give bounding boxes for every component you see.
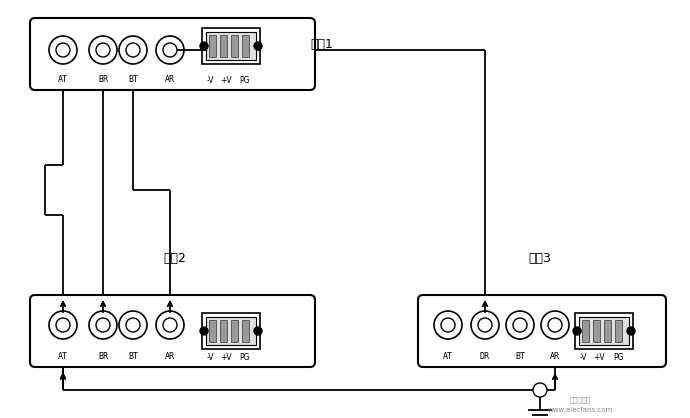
Circle shape xyxy=(126,318,140,332)
FancyBboxPatch shape xyxy=(30,18,315,90)
Circle shape xyxy=(513,318,527,332)
Circle shape xyxy=(548,318,562,332)
FancyBboxPatch shape xyxy=(209,35,215,57)
Circle shape xyxy=(96,318,110,332)
Circle shape xyxy=(434,311,462,339)
Text: BR: BR xyxy=(98,352,108,361)
Text: +V: +V xyxy=(593,353,605,362)
FancyBboxPatch shape xyxy=(30,295,315,367)
Circle shape xyxy=(254,327,262,335)
FancyBboxPatch shape xyxy=(209,320,215,342)
Text: BT: BT xyxy=(128,352,138,361)
Circle shape xyxy=(441,318,455,332)
FancyBboxPatch shape xyxy=(579,317,629,345)
FancyBboxPatch shape xyxy=(231,320,237,342)
Text: PG: PG xyxy=(239,76,250,85)
Text: PG: PG xyxy=(239,353,250,362)
FancyBboxPatch shape xyxy=(615,320,622,342)
FancyBboxPatch shape xyxy=(418,295,666,367)
Circle shape xyxy=(200,327,208,335)
Text: 设剹3: 设剹3 xyxy=(529,252,551,265)
Text: 设剹2: 设剹2 xyxy=(164,252,186,265)
Text: +V: +V xyxy=(220,353,232,362)
FancyBboxPatch shape xyxy=(593,320,600,342)
Circle shape xyxy=(119,311,147,339)
FancyBboxPatch shape xyxy=(242,320,248,342)
Circle shape xyxy=(573,327,581,335)
Text: -V: -V xyxy=(579,353,586,362)
Text: AT: AT xyxy=(58,352,68,361)
Text: AT: AT xyxy=(443,352,453,361)
Text: PG: PG xyxy=(613,353,623,362)
Text: BT: BT xyxy=(515,352,525,361)
FancyBboxPatch shape xyxy=(242,35,248,57)
Circle shape xyxy=(200,42,208,50)
Circle shape xyxy=(163,43,177,57)
Circle shape xyxy=(119,36,147,64)
Text: AT: AT xyxy=(58,75,68,84)
Circle shape xyxy=(49,311,77,339)
FancyBboxPatch shape xyxy=(231,35,237,57)
FancyBboxPatch shape xyxy=(202,28,260,64)
Text: AR: AR xyxy=(165,75,175,84)
Text: AR: AR xyxy=(165,352,175,361)
Circle shape xyxy=(471,311,499,339)
FancyBboxPatch shape xyxy=(206,32,256,60)
Circle shape xyxy=(49,36,77,64)
Text: AR: AR xyxy=(550,352,560,361)
Circle shape xyxy=(56,318,70,332)
Circle shape xyxy=(126,43,140,57)
Circle shape xyxy=(533,383,547,397)
Circle shape xyxy=(478,318,492,332)
Text: 电子发烧友: 电子发烧友 xyxy=(569,397,591,403)
FancyBboxPatch shape xyxy=(220,35,226,57)
Circle shape xyxy=(254,42,262,50)
FancyBboxPatch shape xyxy=(604,320,611,342)
Text: DR: DR xyxy=(480,352,490,361)
Circle shape xyxy=(156,311,184,339)
Circle shape xyxy=(89,311,117,339)
FancyBboxPatch shape xyxy=(202,313,260,349)
Circle shape xyxy=(156,36,184,64)
Circle shape xyxy=(541,311,569,339)
FancyBboxPatch shape xyxy=(206,317,256,345)
Circle shape xyxy=(163,318,177,332)
Text: www.elecfans.com: www.elecfans.com xyxy=(547,407,613,413)
Circle shape xyxy=(506,311,534,339)
Text: 设剹1: 设剹1 xyxy=(310,38,333,51)
Text: +V: +V xyxy=(220,76,232,85)
Text: BT: BT xyxy=(128,75,138,84)
FancyBboxPatch shape xyxy=(582,320,589,342)
Text: BR: BR xyxy=(98,75,108,84)
Circle shape xyxy=(96,43,110,57)
Text: -V: -V xyxy=(206,353,214,362)
Circle shape xyxy=(56,43,70,57)
Text: -V: -V xyxy=(206,76,214,85)
Circle shape xyxy=(89,36,117,64)
FancyBboxPatch shape xyxy=(575,313,633,349)
FancyBboxPatch shape xyxy=(220,320,226,342)
Circle shape xyxy=(627,327,635,335)
